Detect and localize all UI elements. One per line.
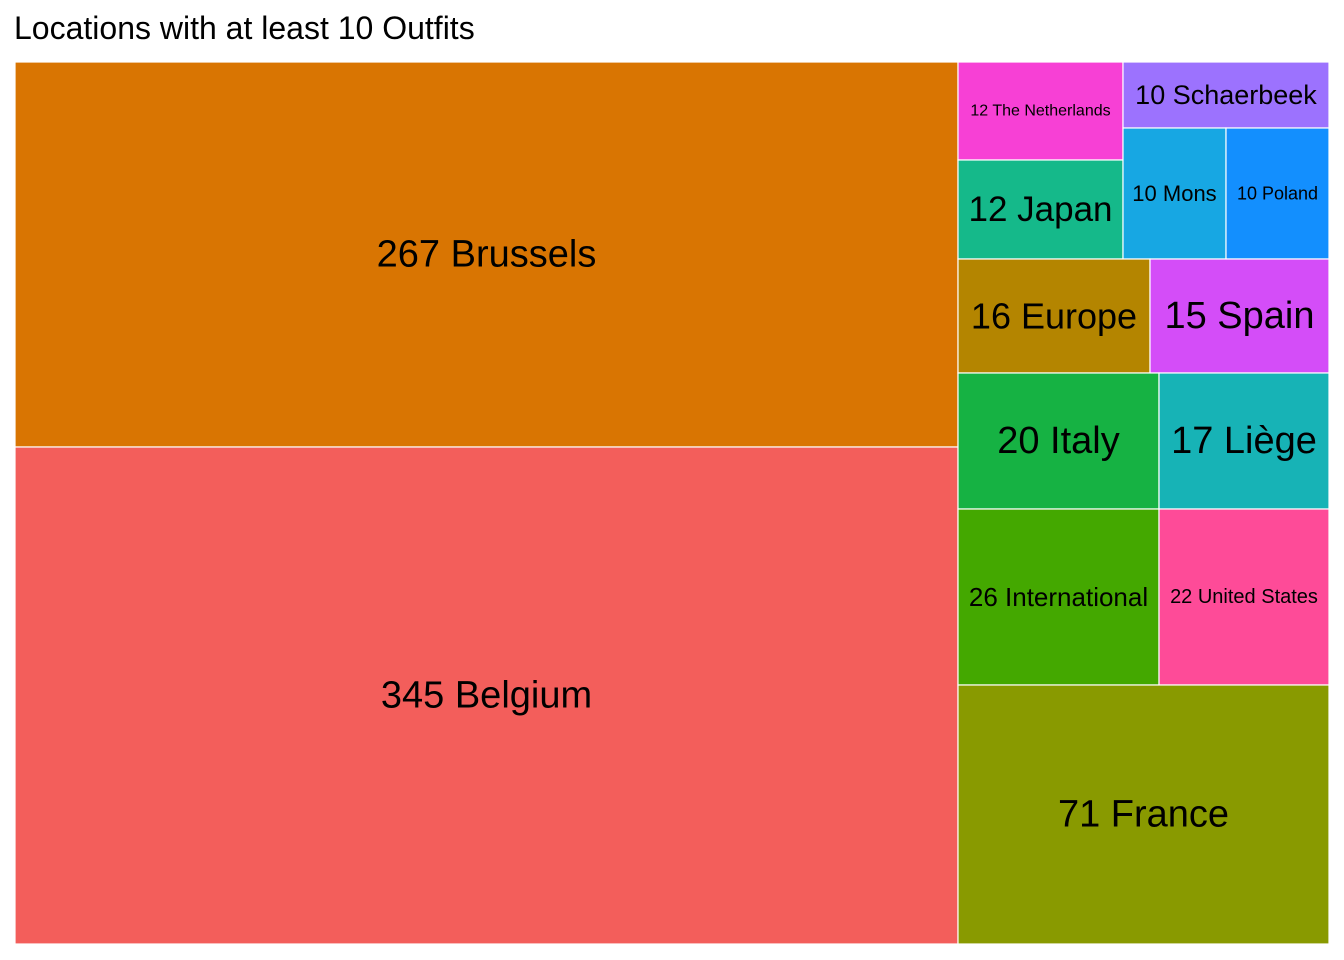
- tile-label-poland: 10 Poland: [1237, 184, 1318, 204]
- tile-belgium: 345 Belgium: [14, 446, 959, 945]
- tile-li-ge: 17 Liège: [1158, 372, 1330, 510]
- tile-international: 26 International: [957, 508, 1160, 686]
- tile-mons: 10 Mons: [1122, 127, 1227, 260]
- tile-schaerbeek: 10 Schaerbeek: [1122, 61, 1330, 129]
- tile-label-italy: 20 Italy: [997, 420, 1120, 462]
- tile-brussels: 267 Brussels: [14, 61, 959, 448]
- tile-rect-poland: [1225, 127, 1330, 260]
- tile-rect-italy: [957, 372, 1160, 510]
- tile-label-schaerbeek: 10 Schaerbeek: [1135, 80, 1317, 110]
- tile-poland: 10 Poland: [1225, 127, 1330, 260]
- tile-label-mons: 10 Mons: [1132, 181, 1216, 206]
- tile-rect-belgium: [14, 446, 959, 945]
- tile-europe: 16 Europe: [957, 258, 1151, 374]
- tile-label-the-netherlands: 12 The Netherlands: [970, 103, 1110, 120]
- tile-rect-france: [957, 684, 1330, 945]
- tile-label-japan: 12 Japan: [968, 190, 1112, 229]
- tile-label-brussels: 267 Brussels: [377, 234, 597, 276]
- chart-title: Locations with at least 10 Outfits: [14, 10, 475, 46]
- tile-japan: 12 Japan: [957, 159, 1124, 260]
- tile-the-netherlands: 12 The Netherlands: [957, 61, 1124, 161]
- tile-united-states: 22 United States: [1158, 508, 1330, 686]
- tile-label-belgium: 345 Belgium: [381, 675, 592, 717]
- tile-rect-the-netherlands: [957, 61, 1124, 161]
- tile-rect-spain: [1149, 258, 1330, 374]
- tile-rect-international: [957, 508, 1160, 686]
- tile-label-international: 26 International: [969, 582, 1148, 612]
- tile-label-spain: 15 Spain: [1164, 295, 1314, 337]
- tile-spain: 15 Spain: [1149, 258, 1330, 374]
- tile-label-united-states: 22 United States: [1170, 586, 1318, 608]
- tile-label-li-ge: 17 Liège: [1171, 420, 1317, 462]
- tile-rect-europe: [957, 258, 1151, 374]
- tile-rect-brussels: [14, 61, 959, 448]
- tile-france: 71 France: [957, 684, 1330, 945]
- tile-italy: 20 Italy: [957, 372, 1160, 510]
- tile-label-france: 71 France: [1058, 794, 1229, 836]
- tile-label-europe: 16 Europe: [971, 296, 1137, 337]
- tile-rect-united-states: [1158, 508, 1330, 686]
